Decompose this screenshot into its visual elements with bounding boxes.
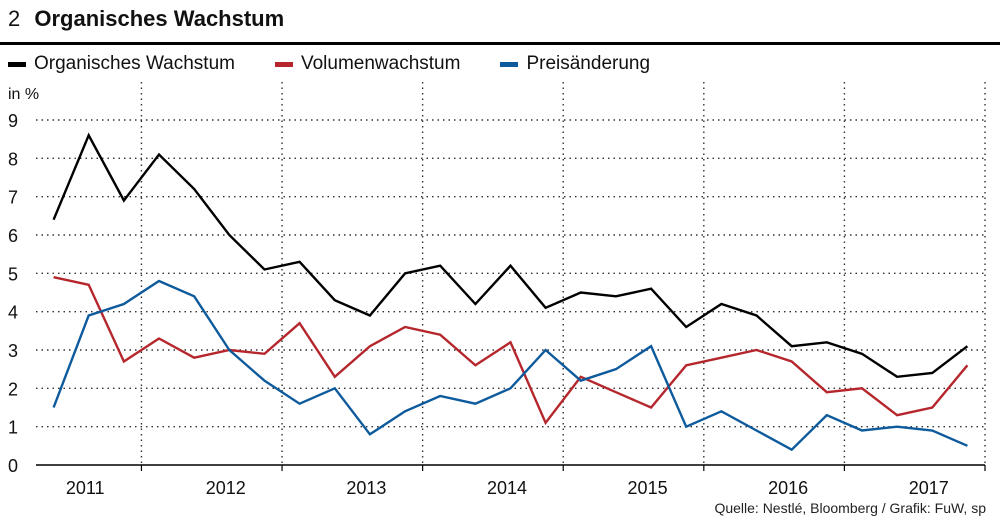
legend-label-price: Preisänderung	[526, 53, 651, 74]
y-tick-label: 9	[8, 111, 18, 131]
legend-item-price: Preisänderung	[500, 53, 650, 75]
y-tick-label: 0	[8, 456, 18, 476]
series-line-organic	[52, 132, 969, 379]
x-tick-label: 2017	[909, 478, 949, 498]
y-tick-label: 1	[8, 418, 18, 438]
x-tick-label: 2016	[768, 478, 808, 498]
x-tick-label: 2011	[66, 478, 105, 498]
y-tick-label: 2	[8, 379, 18, 399]
y-tick-label: 7	[8, 188, 18, 208]
x-tick-label: 2014	[487, 478, 527, 498]
legend: Organisches Wachstum Volumenwachstum Pre…	[8, 50, 690, 78]
x-tick-label: 2012	[206, 478, 246, 498]
title-rule	[0, 42, 1000, 45]
y-tick-label: 8	[8, 149, 18, 169]
legend-label-organic: Organisches Wachstum	[34, 53, 235, 74]
legend-item-volume: Volumenwachstum	[274, 53, 461, 75]
x-tick-label: 2015	[628, 478, 668, 498]
y-axis-unit-label: in %	[8, 86, 40, 103]
chart-title: 2 Organisches Wachstum	[8, 6, 284, 32]
x-tick-label: 2013	[346, 478, 386, 498]
source-note: Quelle: Nestlé, Bloomberg / Grafik: FuW,…	[714, 500, 986, 516]
series-line-price	[52, 279, 968, 452]
legend-item-organic: Organisches Wachstum	[8, 53, 235, 75]
legend-swatch-price	[500, 61, 519, 67]
y-tick-label: 6	[8, 226, 18, 246]
legend-label-volume: Volumenwachstum	[300, 53, 461, 74]
series-line-volume	[53, 276, 969, 426]
legend-swatch-organic	[8, 61, 26, 67]
y-tick-label: 5	[8, 264, 18, 284]
y-tick-label: 4	[8, 303, 18, 323]
chart-title-text: Organisches Wachstum	[34, 6, 285, 31]
y-tick-label: 3	[8, 341, 18, 361]
chart-number: 2	[8, 6, 21, 31]
legend-swatch-volume	[274, 61, 293, 67]
